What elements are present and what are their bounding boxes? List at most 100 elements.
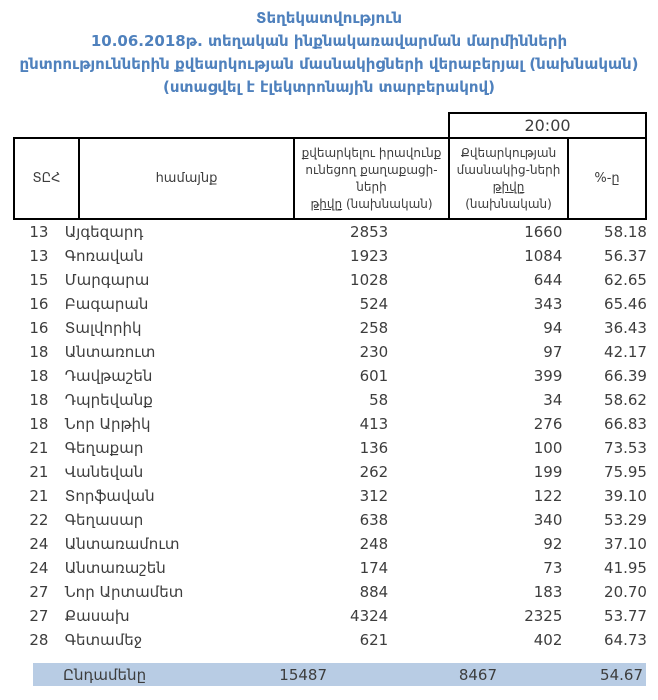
community-cell: Վանեվան — [64, 463, 144, 481]
participants-cell: 2325 — [524, 607, 563, 625]
percent-cell: 64.73 — [604, 631, 647, 649]
percent-cell: 65.46 — [604, 295, 647, 313]
community-cell: Նոր Արթիկ — [64, 415, 151, 433]
community-cell: Դավթաշեն — [64, 367, 153, 385]
community-cell: Տորֆավան — [64, 487, 155, 505]
tec-number-cell: 24 — [29, 535, 49, 553]
community-cell: Տալվորիկ — [64, 319, 142, 337]
title-line-3: ընտրություններին քվեարկության մասնակիցնե… — [19, 55, 639, 73]
percent-cell: 53.77 — [604, 607, 647, 625]
community-cell: Նոր Արտամետ — [64, 583, 184, 601]
eligible-voters-cell: 312 — [359, 487, 389, 505]
table-row: 24 Անտառամուտ 248 92 37.10 — [13, 532, 647, 556]
tec-number-cell: 13 — [29, 247, 49, 265]
community-cell: Անտառաշեն — [64, 559, 166, 577]
community-cell: Բագարան — [64, 295, 149, 313]
tec-number-cell: 28 — [29, 631, 49, 649]
table-header-row: ՏԸՀ համայնք քվեարկելու իրավունք ունեցող … — [13, 137, 647, 220]
eligible-voters-cell: 884 — [359, 583, 389, 601]
community-cell: Գեղասար — [64, 511, 144, 529]
eligible-voters-cell: 262 — [359, 463, 389, 481]
table-row: 27 Քասախ 4324 2325 53.77 — [13, 604, 647, 628]
percent-cell: 56.37 — [604, 247, 647, 265]
participants-cell: 73 — [543, 559, 563, 577]
table-row: 22 Գեղասար 638 340 53.29 — [13, 508, 647, 532]
participants-cell: 399 — [533, 367, 563, 385]
title-line-2: 10.06.2018թ. տեղական ինքնակառավարման մար… — [90, 32, 568, 50]
tec-number-cell: 16 — [29, 319, 49, 337]
table-row: 18 Անտառուտ 230 97 42.17 — [13, 340, 647, 364]
participants-cell: 183 — [533, 583, 563, 601]
percent-cell: 58.18 — [604, 223, 647, 241]
participants-cell: 122 — [533, 487, 563, 505]
tec-number-cell: 21 — [29, 439, 49, 457]
eligible-voters-cell: 174 — [359, 559, 389, 577]
column-header-percent: %-ը — [567, 139, 645, 218]
total-participants: 8467 — [458, 665, 497, 684]
participants-cell: 276 — [533, 415, 563, 433]
eligible-voters-cell: 248 — [359, 535, 389, 553]
table-row: 13 Գոռավան 1923 1084 56.37 — [13, 244, 647, 268]
community-cell: Գեղաքար — [64, 439, 144, 457]
percent-cell: 39.10 — [604, 487, 647, 505]
total-row: Ընդամենը 15487 8467 54.67 — [33, 663, 646, 686]
table-row: 15 Մարգարա 1028 644 62.65 — [13, 268, 647, 292]
table-row: 18 Դպրեվանք 58 34 58.62 — [13, 388, 647, 412]
participants-cell: 199 — [533, 463, 563, 481]
community-cell: Անտառուտ — [64, 343, 156, 361]
title-line-1: Տեղեկատվություն — [256, 9, 402, 27]
tec-number-cell: 27 — [29, 607, 49, 625]
community-cell: Քասախ — [64, 607, 130, 625]
column-header-participants: Քվեարկության մասնակից-ների թիվը (նախնակա… — [448, 139, 567, 218]
percent-cell: 62.65 — [604, 271, 647, 289]
column-header-community: համայնք — [78, 139, 293, 218]
table-row: 18 Նոր Արթիկ 413 276 66.83 — [13, 412, 647, 436]
eligible-voters-cell: 1923 — [350, 247, 389, 265]
eligible-voters-cell: 2853 — [350, 223, 389, 241]
eligible-voters-cell: 258 — [359, 319, 389, 337]
participants-cell: 1660 — [524, 223, 563, 241]
eligible-voters-cell: 1028 — [350, 271, 389, 289]
participants-cell: 402 — [533, 631, 563, 649]
table-row: 13 Այգեզարդ 2853 1660 58.18 — [13, 220, 647, 244]
time-header-cell: 20:00 — [448, 112, 647, 137]
participants-cell: 343 — [533, 295, 563, 313]
percent-cell: 53.29 — [604, 511, 647, 529]
tec-number-cell: 21 — [29, 487, 49, 505]
table-row: 27 Նոր Արտամետ 884 183 20.70 — [13, 580, 647, 604]
percent-cell: 66.39 — [604, 367, 647, 385]
tec-number-cell: 15 — [29, 271, 49, 289]
percent-cell: 75.95 — [604, 463, 647, 481]
tec-number-cell: 22 — [29, 511, 49, 529]
eligible-voters-cell: 638 — [359, 511, 389, 529]
tec-number-cell: 13 — [29, 223, 49, 241]
eligible-voters-cell: 601 — [359, 367, 389, 385]
tec-number-cell: 16 — [29, 295, 49, 313]
tec-number-cell: 21 — [29, 463, 49, 481]
document-title: Տեղեկատվություն 10.06.2018թ. տեղական ինք… — [0, 0, 658, 99]
percent-cell: 66.83 — [604, 415, 647, 433]
percent-cell: 42.17 — [604, 343, 647, 361]
percent-cell: 20.70 — [604, 583, 647, 601]
table-row: 18 Դավթաշեն 601 399 66.39 — [13, 364, 647, 388]
eligible-voters-cell: 621 — [359, 631, 389, 649]
participants-cell: 97 — [543, 343, 563, 361]
time-header-band: 20:00 — [13, 112, 647, 137]
participants-cell: 100 — [533, 439, 563, 457]
community-cell: Մարգարա — [64, 271, 150, 289]
results-table: 20:00 ՏԸՀ համայնք քվեարկելու իրավունք ու… — [13, 112, 647, 686]
participants-cell: 1084 — [524, 247, 563, 265]
community-cell: Այգեզարդ — [64, 223, 144, 241]
table-row: 21 Տորֆավան 312 122 39.10 — [13, 484, 647, 508]
table-row: 16 Տալվորիկ 258 94 36.43 — [13, 316, 647, 340]
tec-number-cell: 18 — [29, 367, 49, 385]
percent-cell: 73.53 — [604, 439, 647, 457]
eligible-voters-cell: 136 — [359, 439, 389, 457]
eligible-voters-cell: 58 — [369, 391, 389, 409]
table-row: 24 Անտառաշեն 174 73 41.95 — [13, 556, 647, 580]
community-cell: Դպրեվանք — [64, 391, 153, 409]
participants-cell: 92 — [543, 535, 563, 553]
percent-cell: 37.10 — [604, 535, 647, 553]
participants-cell: 340 — [533, 511, 563, 529]
percent-cell: 41.95 — [604, 559, 647, 577]
